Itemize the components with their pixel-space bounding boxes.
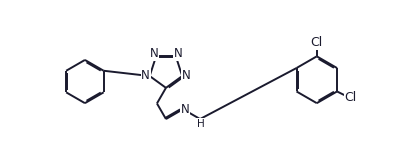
Text: N: N [149,47,158,60]
Text: Cl: Cl [344,91,356,104]
Text: N: N [141,69,150,82]
Text: Cl: Cl [310,36,322,49]
Text: N: N [181,69,190,82]
Text: H: H [196,119,204,129]
Text: N: N [180,103,189,116]
Text: N: N [173,47,182,60]
